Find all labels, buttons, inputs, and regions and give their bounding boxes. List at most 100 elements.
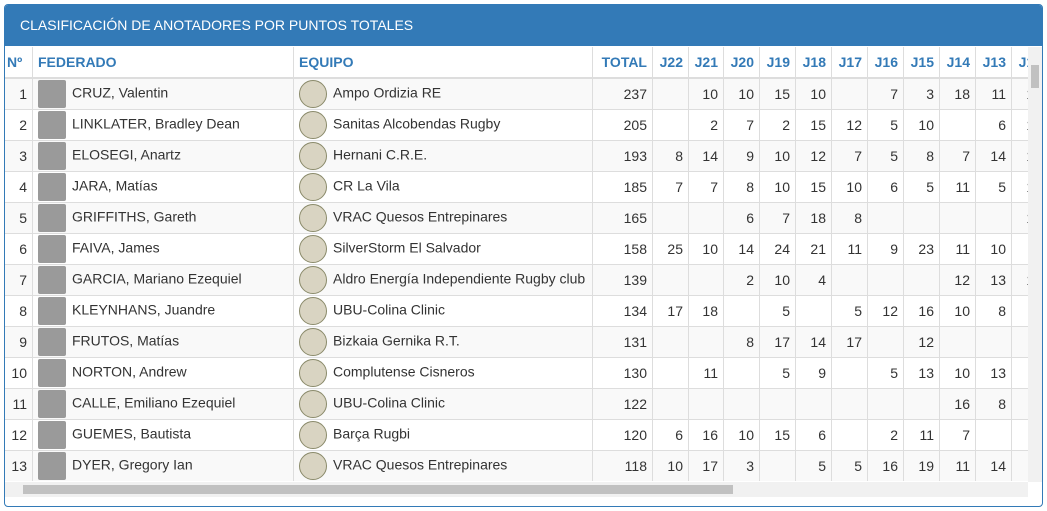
table-cell [652, 109, 689, 141]
table-cell: 18 [1011, 77, 1028, 110]
player-name[interactable]: CRUZ, Valentin [72, 84, 169, 101]
panel-title: CLASIFICACIÓN DE ANOTADORES POR PUNTOS T… [5, 5, 1042, 46]
cell-value: 8 [675, 148, 683, 164]
team-name[interactable]: Bizkaia Gernika R.T. [333, 332, 460, 349]
table-cell: 165 [592, 202, 653, 234]
cell-value: 10 [702, 86, 718, 102]
table-cell [723, 295, 760, 327]
cell-value: 12 [11, 427, 27, 443]
table-cell: 6 [5, 233, 33, 265]
team-name[interactable]: Sanitas Alcobendas Rugby [333, 115, 501, 132]
team-name[interactable]: Aldro Energía Independiente Rugby club [333, 270, 586, 287]
table-cell: 6 [867, 171, 904, 203]
cell-value: 14 [810, 334, 826, 350]
player-name[interactable]: KLEYNHANS, Juandre [72, 301, 216, 318]
table-cell [903, 202, 940, 234]
table-cell: 185 [592, 171, 653, 203]
column-header[interactable]: J17 [831, 47, 868, 79]
table-cell: 21 [795, 233, 832, 265]
table-cell: 13 [975, 357, 1012, 389]
player-name[interactable]: NORTON, Andrew [72, 363, 187, 380]
table-cell: 10 [759, 140, 796, 172]
table-cell: 9 [723, 140, 760, 172]
table-cell: 10 [688, 233, 724, 265]
column-header[interactable]: J12 [1011, 47, 1028, 79]
team-name[interactable]: VRAC Quesos Entrepinares [333, 208, 508, 225]
table-cell: 8 [975, 388, 1012, 420]
table-cell: 1 [5, 77, 33, 110]
horizontal-scrollbar[interactable] [5, 482, 1028, 497]
cell-value: 6 [890, 179, 898, 195]
cell-value: 7 [19, 272, 27, 288]
column-header[interactable]: J19 [759, 47, 796, 79]
table-cell [723, 388, 760, 420]
player-name[interactable]: DYER, Gregory Ian [72, 456, 193, 473]
column-header[interactable]: J20 [723, 47, 760, 79]
table-cell: 139 [592, 264, 653, 296]
team-name[interactable]: VRAC Quesos Entrepinares [333, 456, 508, 473]
cell-value: 14 [738, 241, 754, 257]
table-cell: 10 [652, 450, 689, 481]
column-header[interactable]: J13 [975, 47, 1012, 79]
table-cell [795, 295, 832, 327]
team-name[interactable]: Barça Rugbi [333, 425, 411, 442]
table-cell: Sanitas Alcobendas Rugby [293, 109, 593, 141]
cell-value: 134 [623, 303, 647, 319]
player-name[interactable]: LINKLATER, Bradley Dean [72, 115, 240, 132]
player-name[interactable]: FAIVA, James [72, 239, 160, 256]
table-cell: 10 [975, 233, 1012, 265]
table-cell [1011, 233, 1028, 265]
team-name[interactable]: UBU-Colina Clinic [333, 301, 446, 318]
team-name[interactable]: Hernani C.R.E. [333, 146, 428, 163]
column-header[interactable]: J18 [795, 47, 832, 79]
column-header[interactable]: Nº [5, 47, 33, 79]
column-header[interactable]: J14 [939, 47, 976, 79]
team-name[interactable]: CR La Vila [333, 177, 400, 194]
team-name[interactable]: SilverStorm El Salvador [333, 239, 481, 256]
table-cell: 6 [723, 202, 760, 234]
table-cell: 7 [652, 171, 689, 203]
player-photo [38, 297, 66, 325]
cell-value: 5 [854, 303, 862, 319]
cell-value: 185 [623, 179, 647, 195]
player-name[interactable]: CALLE, Emiliano Ezequiel [72, 394, 236, 411]
column-header[interactable]: J21 [688, 47, 724, 79]
column-header[interactable]: FEDERADO [32, 47, 294, 79]
column-header[interactable]: J15 [903, 47, 940, 79]
table-cell: 8 [723, 326, 760, 358]
cell-value: 13 [990, 365, 1006, 381]
cell-value: 8 [998, 303, 1006, 319]
table-row: 11 CALLE, Emiliano Ezequiel UBU-Colina Cli… [5, 388, 1028, 420]
cell-value: 8 [746, 334, 754, 350]
player-photo [38, 452, 66, 480]
table-cell: 16 [1011, 109, 1028, 141]
cell-value: 10 [990, 241, 1006, 257]
cell-value: 6 [746, 210, 754, 226]
team-name[interactable]: UBU-Colina Clinic [333, 394, 446, 411]
player-name[interactable]: FRUTOS, Matías [72, 332, 180, 349]
table-cell: 18 [795, 202, 832, 234]
player-name[interactable]: GUEMES, Bautista [72, 425, 192, 442]
table-cell: 205 [592, 109, 653, 141]
table-cell: 3 [5, 140, 33, 172]
table-cell: 7 [867, 77, 904, 110]
table-row: 9 FRUTOS, Matías Bizkaia Gernika R.T. 131 8 1… [5, 326, 1028, 358]
player-name[interactable]: JARA, Matías [72, 177, 158, 194]
vertical-scrollbar[interactable] [1028, 47, 1042, 482]
table-cell [759, 450, 796, 481]
column-header[interactable]: J22 [652, 47, 689, 79]
table-cell: CALLE, Emiliano Ezequiel [32, 388, 294, 420]
cell-value: 16 [1026, 117, 1028, 133]
column-header[interactable]: TOTAL [592, 47, 653, 79]
column-header[interactable]: J16 [867, 47, 904, 79]
table-cell [652, 264, 689, 296]
column-header[interactable]: EQUIPO [293, 47, 593, 79]
player-name[interactable]: GARCIA, Mariano Ezequiel [72, 270, 242, 287]
cell-value: 12 [846, 117, 862, 133]
cell-value: 5 [998, 179, 1006, 195]
table-cell: 14 [795, 326, 832, 358]
team-name[interactable]: Ampo Ordizia RE [333, 84, 442, 101]
team-name[interactable]: Complutense Cisneros [333, 363, 475, 380]
player-name[interactable]: ELOSEGI, Anartz [72, 146, 181, 163]
player-name[interactable]: GRIFFITHS, Gareth [72, 208, 197, 225]
